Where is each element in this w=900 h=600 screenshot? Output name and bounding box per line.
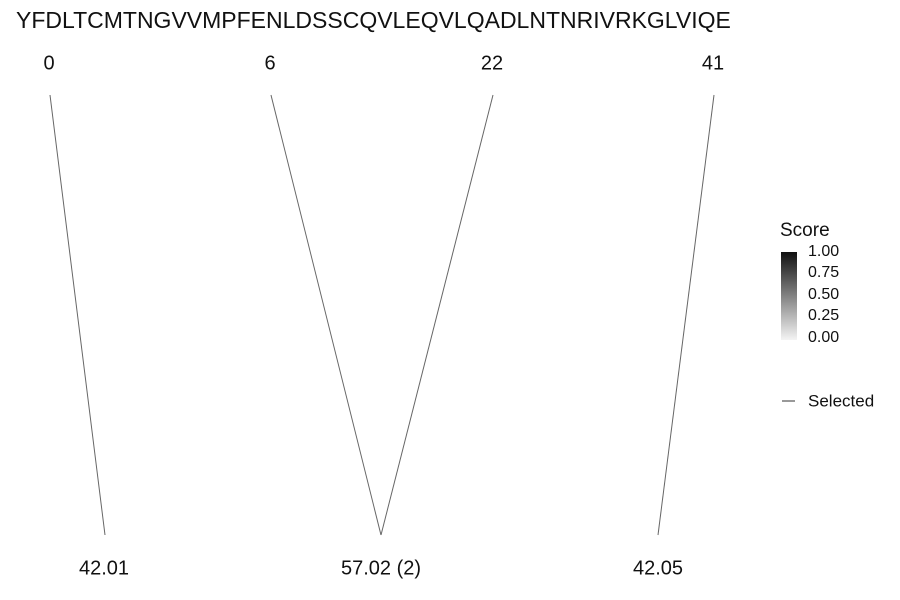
position-label: 0 [43, 52, 54, 74]
position-label: 6 [264, 52, 275, 74]
color-bar [781, 252, 797, 340]
link [380, 94, 494, 536]
link [49, 94, 106, 536]
link [270, 94, 382, 536]
legend-tick: 0.75 [808, 264, 839, 281]
sequence: YFDLTCMTNGVVMPFENLDSSCQVLEQVLQADLNTNRIVR… [16, 7, 731, 33]
legend-tick: 0.25 [808, 307, 839, 324]
position-label: 41 [702, 52, 724, 74]
legend-tick: 1.00 [808, 243, 839, 260]
legend-tick: 0.50 [808, 286, 839, 303]
legend-selected: Selected [808, 391, 874, 410]
legend-tick: 0.00 [808, 329, 839, 346]
legend-title: Score [780, 220, 830, 241]
link [657, 94, 715, 536]
legend: Score 1.00 0.75 0.50 0.25 0.00 Selected [780, 220, 874, 410]
position-label: 22 [481, 52, 503, 74]
mass-label: 42.01 [79, 557, 129, 579]
mass-label: 57.02 (2) [341, 557, 421, 579]
mass-label: 42.05 [633, 557, 683, 579]
